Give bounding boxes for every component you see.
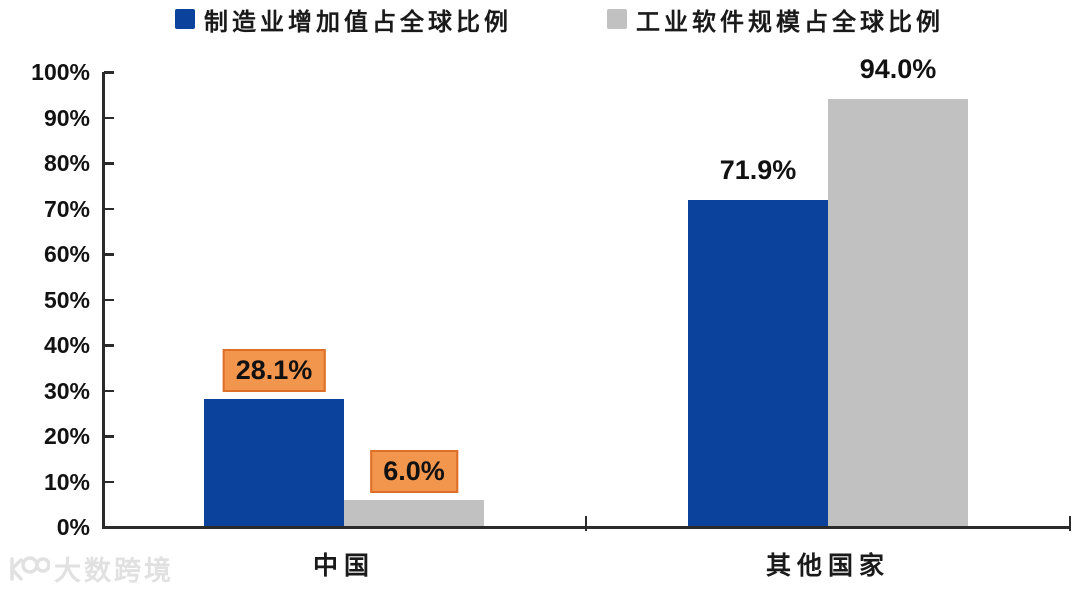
bar-gray-1 <box>828 99 968 527</box>
y-tick-label: 100% <box>31 59 90 85</box>
y-tick-label: 90% <box>43 104 90 131</box>
x-category-label: 中国 <box>312 552 376 580</box>
legend-label: 工业软件规模占全球比例 <box>636 8 944 36</box>
legend-swatch-gray <box>607 9 627 29</box>
y-tick-label: 50% <box>43 286 90 313</box>
y-tick <box>104 435 114 438</box>
y-tick <box>104 298 114 301</box>
watermark: 大数跨境 <box>6 549 174 588</box>
y-tick <box>104 116 114 119</box>
x-axis-line <box>102 525 1070 529</box>
bar-blue-1 <box>688 199 828 527</box>
y-tick <box>104 162 114 165</box>
y-tick-label: 10% <box>43 468 90 495</box>
y-tick <box>104 207 114 210</box>
y-tick-label: 60% <box>43 241 90 267</box>
y-tick-label: 0% <box>56 514 90 540</box>
y-tick <box>104 253 114 256</box>
legend-item-manufacturing: 制造业增加值占全球比例 <box>175 5 512 36</box>
bar-gray-0 <box>344 499 484 527</box>
y-tick-label: 70% <box>43 195 90 222</box>
x-tick <box>584 516 587 531</box>
y-axis-line <box>102 72 105 529</box>
watermark-text: 大数跨境 <box>54 556 174 586</box>
legend-label: 制造业增加值占全球比例 <box>204 8 512 36</box>
y-tick <box>104 480 114 483</box>
y-tick-label: 80% <box>43 150 90 176</box>
x-tick <box>1068 516 1071 531</box>
y-tick-label: 40% <box>43 332 90 358</box>
y-tick-label: 20% <box>43 423 90 449</box>
y-tick <box>104 389 114 392</box>
bar-blue-0 <box>204 399 344 527</box>
bar-value-label: 6.0% <box>370 449 458 493</box>
y-tick-label: 30% <box>43 377 90 404</box>
bar-value-label: 28.1% <box>222 349 326 393</box>
bar-value-label: 71.9% <box>719 154 797 185</box>
bar-value-label: 94.0% <box>859 54 937 85</box>
legend-item-industrial-software: 工业软件规模占全球比例 <box>607 5 944 36</box>
legend-swatch-blue <box>175 9 195 29</box>
y-tick <box>104 71 114 74</box>
y-tick <box>104 344 114 347</box>
watermark-logo-icon <box>10 555 50 581</box>
x-category-label: 其他国家 <box>765 552 891 580</box>
